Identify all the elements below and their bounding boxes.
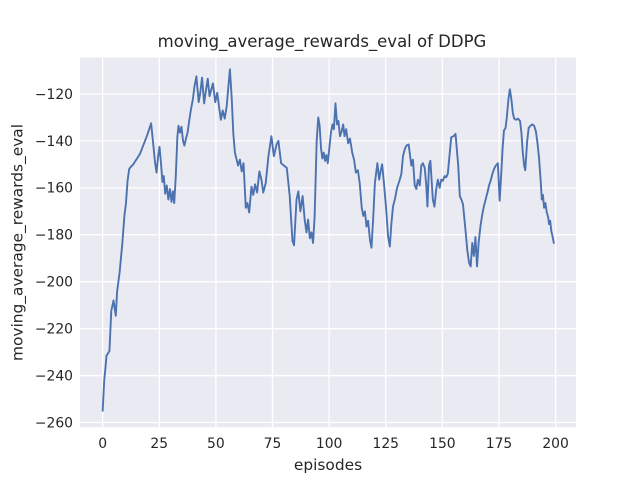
x-tick-label: 50 [207, 436, 225, 452]
x-tick-label: 175 [486, 436, 513, 452]
x-axis-label: episodes [294, 456, 362, 474]
chart-title: moving_average_rewards_eval of DDPG [158, 32, 487, 52]
reward-line [101, 68, 555, 412]
gridlines [80, 57, 576, 428]
y-tick-label: −240 [35, 368, 73, 384]
x-tick-labels: 0 25 50 75 100 125 150 175 200 [98, 436, 569, 452]
y-tick-label: −180 [35, 228, 73, 244]
y-tick-label: −120 [35, 87, 73, 103]
y-tick-label: −200 [35, 275, 73, 291]
x-tick-label: 75 [264, 436, 282, 452]
y-tick-label: −260 [35, 415, 73, 431]
y-tick-label: −140 [35, 134, 73, 150]
y-tick-label: −220 [35, 322, 73, 338]
x-tick-label: 100 [316, 436, 343, 452]
plot-area-background [80, 57, 576, 428]
y-axis-label: moving_average_rewards_eval [9, 124, 28, 361]
x-tick-label: 0 [98, 436, 107, 452]
y-tick-label: −160 [35, 181, 73, 197]
x-tick-label: 150 [429, 436, 456, 452]
x-tick-label: 125 [372, 436, 399, 452]
y-tick-labels: −120 −140 −160 −180 −200 −220 −240 −260 [35, 87, 73, 432]
x-tick-label: 200 [542, 436, 569, 452]
x-tick-label: 25 [150, 436, 168, 452]
